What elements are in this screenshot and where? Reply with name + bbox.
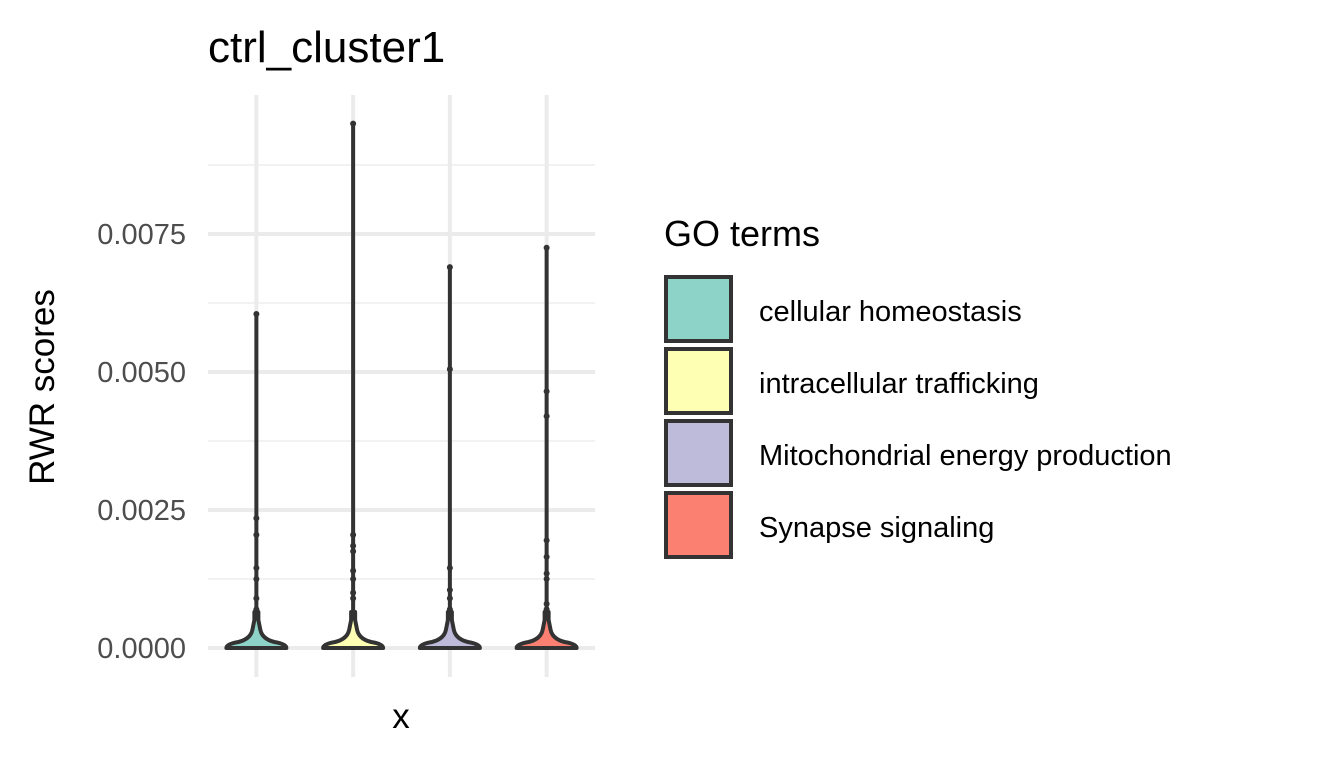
outlier-point [350,589,357,596]
violin-2 [417,264,482,650]
outlier-point [350,548,357,555]
violin-body [514,610,579,650]
outlier-point [350,576,357,582]
outlier-point [350,567,357,574]
outlier-point [350,542,357,549]
outlier-point [253,531,260,538]
y-tick-label: 0.0000 [97,633,186,665]
outlier-point [253,595,260,602]
outlier-point [350,595,357,602]
legend-label: intracellular trafficking [759,368,1039,400]
legend-key [664,491,733,559]
violins [224,120,579,650]
violin-max-point [253,311,260,318]
y-tick-label: 0.0050 [97,357,186,389]
outlier-point [253,606,260,613]
legend: GO terms cellular homeostasis intracellul… [664,213,1172,559]
y-axis-title: RWR scores [23,289,62,485]
legend-title: GO terms [664,213,820,254]
legend-key [664,419,733,487]
violin-body [224,610,289,650]
outlier-point [253,515,260,522]
outlier-point [543,553,550,560]
legend-label: cellular homeostasis [759,296,1022,328]
chart-title: ctrl_cluster1 [208,23,445,72]
legend-label: Synapse signaling [759,512,994,544]
x-axis-title: x [392,697,410,736]
violin-0 [224,311,289,650]
outlier-point [446,587,453,594]
violin-max-point [446,264,453,271]
outlier-point [350,531,357,538]
y-tick-label: 0.0075 [97,219,186,251]
violin-1 [321,120,386,650]
legend-label: Mitochondrial energy production [759,440,1172,472]
y-tick-label: 0.0025 [97,495,186,527]
outlier-point [253,611,260,618]
outlier-point [543,600,550,607]
outlier-point [253,564,260,571]
outlier-point [543,413,550,420]
outlier-point [446,606,453,613]
legend-key [664,275,733,343]
violin-max-point [543,244,550,251]
grid [208,95,595,677]
outlier-point [253,576,260,582]
outlier-point [446,595,453,602]
outlier-point [446,564,453,571]
outlier-point [543,576,550,582]
violin-body [321,610,386,650]
legend-key [664,347,733,415]
outlier-point [446,366,453,373]
outlier-point [543,570,550,577]
outlier-point [543,388,550,395]
violin-max-point [350,120,357,127]
outlier-point [543,606,550,613]
y-axis-ticks: 0.0000 0.0025 0.0050 0.0075 [97,219,186,665]
violin-body [417,610,482,650]
outlier-point [543,537,550,544]
violin-3 [514,244,579,650]
